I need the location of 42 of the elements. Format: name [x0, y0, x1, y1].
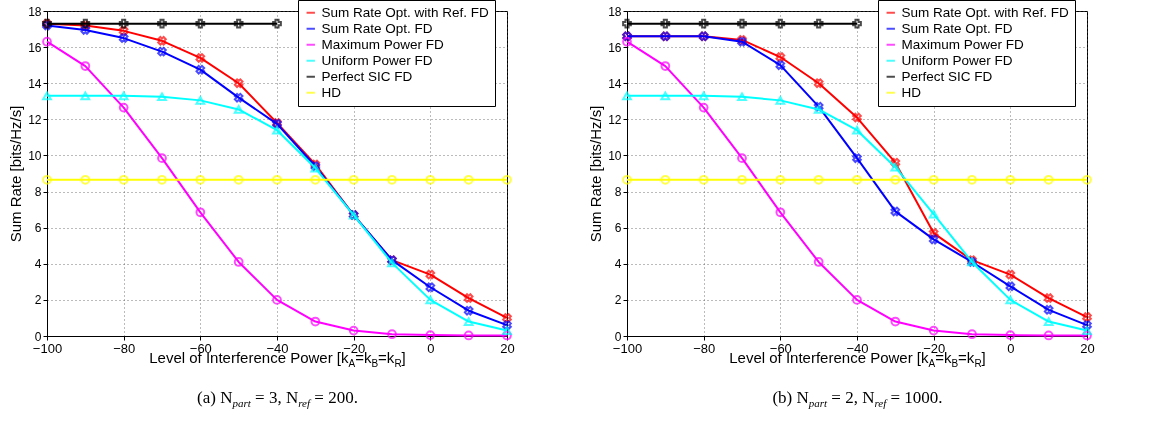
y-tick-label: 12 [28, 112, 42, 127]
y-tick-label: 12 [608, 112, 622, 127]
legend-label: Maximum Power FD [321, 36, 445, 52]
text: (a) N$_{part}$ = 3, N$_{ref}$ = 200. [196, 388, 359, 410]
y-axis-title: Sum Rate [bits/Hz/s] [7, 105, 25, 243]
y-tick-label: 6 [34, 221, 42, 236]
y-tick-label: 10 [608, 148, 622, 163]
x-tick-label: −40 [846, 340, 869, 356]
y-tick-label: 4 [34, 257, 42, 272]
y-tick-label: 14 [28, 76, 42, 91]
legend-label: HD [321, 84, 342, 100]
y-tick-label: 10 [28, 148, 42, 163]
x-tick-label: −40 [266, 340, 289, 356]
legend-label: Uniform Power FD [321, 52, 433, 68]
y-tick-label: 4 [614, 257, 622, 272]
legend-label: Perfect SIC FD [901, 68, 993, 84]
legend-label: Perfect SIC FD [321, 68, 413, 84]
x-tick-label: −80 [693, 340, 716, 356]
x-tick-label: 0 [427, 340, 435, 356]
legend-label: Sum Rate Opt. FD [901, 20, 1013, 36]
y-tick-label: 16 [608, 40, 622, 55]
x-tick-label: 0 [1007, 340, 1015, 356]
legend-label: HD [901, 84, 922, 100]
y-tick-label: 14 [608, 76, 622, 91]
y-tick-label: 16 [28, 40, 42, 55]
legend-label: Sum Rate Opt. with Ref. FD [321, 4, 490, 20]
x-tick-label: 20 [500, 340, 515, 356]
legend-label: Sum Rate Opt. with Ref. FD [901, 4, 1070, 20]
x-tick-label: 20 [1080, 340, 1095, 356]
legend-label: Maximum Power FD [901, 36, 1025, 52]
y-tick-label: 8 [34, 185, 42, 200]
y-tick-label: 6 [614, 221, 622, 236]
y-tick-label: 2 [34, 293, 42, 308]
y-tick-label: 2 [614, 293, 622, 308]
text: (b) N$_{part}$ = 2, N$_{ref}$ = 1000. [771, 388, 944, 410]
y-tick-label: 18 [28, 4, 42, 19]
y-tick-label: 8 [614, 185, 622, 200]
legend-label: Uniform Power FD [901, 52, 1013, 68]
x-tick-label: −80 [113, 340, 136, 356]
y-tick-label: 18 [608, 4, 622, 19]
y-axis-title: Sum Rate [bits/Hz/s] [587, 105, 605, 243]
legend-label: Sum Rate Opt. FD [321, 20, 433, 36]
